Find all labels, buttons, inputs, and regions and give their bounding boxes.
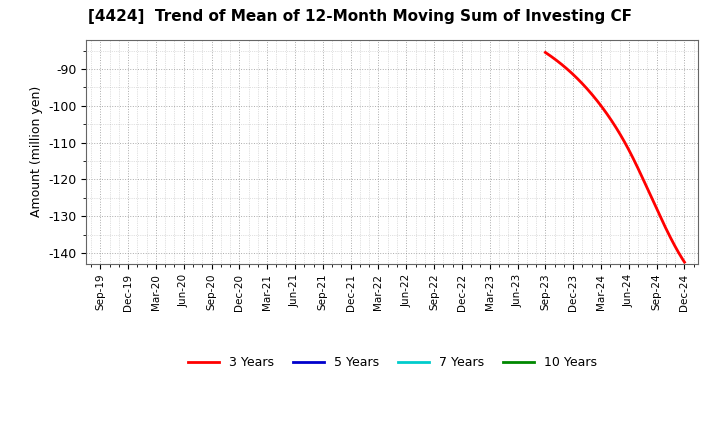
Legend: 3 Years, 5 Years, 7 Years, 10 Years: 3 Years, 5 Years, 7 Years, 10 Years [183,352,602,374]
Text: [4424]  Trend of Mean of 12-Month Moving Sum of Investing CF: [4424] Trend of Mean of 12-Month Moving … [88,9,632,24]
Y-axis label: Amount (million yen): Amount (million yen) [30,86,42,217]
